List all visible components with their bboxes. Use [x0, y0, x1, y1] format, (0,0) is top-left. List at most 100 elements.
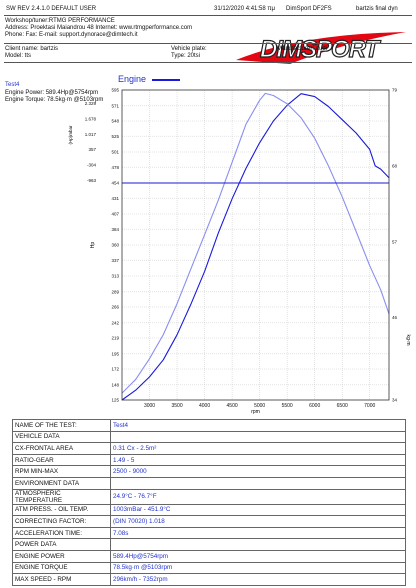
- row-value: 24.9°C - 76.7°F: [110, 488, 406, 505]
- row-key: RATIO-GEAR: [12, 453, 111, 467]
- row-key: POWER DATA: [12, 538, 111, 551]
- y-tick-label: 525: [111, 134, 119, 139]
- client-model: Model: tts: [5, 53, 32, 59]
- y-top-tick-label: 357: [88, 147, 96, 152]
- x-tick-label: 3500: [171, 403, 182, 409]
- row-value: Test4: [110, 419, 406, 432]
- engine-torque-line: [121, 92, 390, 394]
- report-datetime: 31/12/2020 4:41:58 πμ: [214, 6, 275, 12]
- workshop-line: Workshop/tuner:RTMG PERFORMANCE: [5, 18, 115, 24]
- y-top-tick-label: 1.678: [85, 116, 97, 121]
- divider: [4, 62, 412, 63]
- y-tick-label: 431: [111, 196, 119, 201]
- x-tick-label: 6000: [309, 403, 320, 409]
- logo-swoosh: [236, 32, 406, 64]
- manufacturer: Manufacturer: audi: [277, 46, 328, 52]
- table-row: NAME OF THE TEST: Test4: [12, 419, 406, 432]
- file-name: bartzis final dyn: [356, 6, 398, 12]
- row-value: 0.31 Cx - 2.5m²: [110, 442, 406, 455]
- y-top-tick-label: 2.329: [85, 101, 97, 106]
- y-tick-label: 384: [111, 227, 119, 232]
- table-row: ENGINE POWER 589.4Hp@5754rpm: [12, 549, 406, 563]
- table-row: ENVIRONMENT DATA: [12, 476, 406, 490]
- y-tick-label: 337: [111, 258, 119, 263]
- x-tick-label: 5000: [254, 403, 265, 409]
- x-tick-label: 4500: [227, 403, 238, 409]
- y-tick-label: 195: [111, 352, 119, 357]
- row-key: ENVIRONMENT DATA: [12, 476, 111, 490]
- client-name: Client name: bartzis: [5, 46, 59, 52]
- y-tick-label: 148: [111, 383, 119, 388]
- row-value: [110, 538, 406, 551]
- vehicle-type: Type: 20tsi: [171, 53, 201, 59]
- chart-grid: [122, 89, 389, 401]
- row-key: VEHICLE DATA: [12, 430, 111, 444]
- engine-power-line: [121, 93, 390, 401]
- row-key: CORRECTING FACTOR:: [12, 515, 111, 528]
- y-top-tick-label: 1.017: [85, 132, 97, 137]
- row-key: MAX SPEED - RPM: [12, 573, 111, 586]
- row-value: 296km/h - 7352rpm: [110, 573, 406, 586]
- row-key: ACCELERATION TIME:: [12, 526, 111, 540]
- y-top-tick-label: -963: [87, 178, 97, 183]
- y-tick-label: 595: [111, 88, 119, 93]
- plot-frame: [121, 89, 390, 401]
- y-tick-label: 548: [111, 119, 119, 124]
- x-tick-label: 4000: [199, 403, 210, 409]
- divider: [4, 15, 412, 16]
- row-value: 589.4Hp@5754rpm: [110, 549, 406, 563]
- y-tick-label: 571: [111, 104, 119, 109]
- x-tick-label: 5500: [282, 403, 293, 409]
- contact-line: Phone: Fax: E-mail: support.dynorace@dim…: [5, 32, 138, 38]
- row-key: ATMOSPHERIC TEMPERATURE: [12, 488, 111, 505]
- device-name: DimSport DF2FS: [286, 6, 332, 12]
- table-row: ATMOSPHERIC TEMPERATURE 24.9°C - 76.7°F: [12, 488, 406, 505]
- y-tick-label: 501: [111, 150, 119, 155]
- x-axis-label: rpm: [251, 409, 260, 415]
- chart-ticks: 3000 3500 4000 4500 5000 5500 6000 6500 7000 125 1…: [85, 88, 398, 409]
- table-row: VEHICLE DATA: [12, 430, 406, 444]
- table-row: CX-FRONTAL AREA 0.31 Cx - 2.5m²: [12, 442, 406, 455]
- y-tick-label: 242: [111, 321, 119, 326]
- y-tick-label: 219: [111, 336, 119, 341]
- table-row: RPM MIN-MAX 2500 - 9000: [12, 465, 406, 478]
- y-right-tick-label: 34: [392, 398, 398, 403]
- y-tick-label: 478: [111, 165, 119, 170]
- y-right-tick-label: 79: [392, 88, 398, 93]
- table-row: RATIO-GEAR 1.49 - 5: [12, 453, 406, 467]
- y-tick-label: 266: [111, 305, 119, 310]
- row-value: (DIN 70020) 1.018: [110, 515, 406, 528]
- row-value: 1003mBar - 451.9°C: [110, 503, 406, 517]
- row-key: CX-FRONTAL AREA: [12, 442, 111, 455]
- y-right-tick-label: 46: [392, 315, 398, 320]
- x-tick-label: 6500: [337, 403, 348, 409]
- dimsport-logo: DIMSPORT: [236, 32, 406, 64]
- y-tick-label: 454: [111, 181, 119, 186]
- y-top-tick-label: -304: [87, 163, 97, 168]
- legend-engine-swatch: [152, 79, 180, 81]
- y-tick-label: 125: [111, 398, 119, 403]
- sw-version: SW REV 2.4.1.0 DEFAULT USER: [6, 6, 97, 12]
- y-tick-label: 289: [111, 290, 119, 295]
- table-row: ATM PRESS. - OIL TEMP. 1003mBar - 451.9°C: [12, 503, 406, 517]
- y-right-tick-label: 68: [392, 163, 398, 168]
- dyno-chart: 3000 3500 4000 4500 5000 5500 6000 6500 7000 125 1…: [68, 88, 411, 415]
- legend-power: Engine Power: 589.4Hp@5754rpm: [5, 90, 99, 96]
- y-tick-label: 313: [111, 274, 119, 279]
- y-tick-label: 172: [111, 367, 119, 372]
- row-value: 2500 - 9000: [110, 465, 406, 478]
- y-right-tick-label: 57: [392, 239, 398, 244]
- y-tick-label: 407: [111, 212, 119, 217]
- row-key: ENGINE POWER: [12, 549, 111, 563]
- x-tick-label: 7000: [364, 403, 375, 409]
- divider: [4, 43, 412, 44]
- row-key: ENGINE TORQUE: [12, 561, 111, 575]
- row-value: 7.08s: [110, 526, 406, 540]
- row-value: 1.49 - 5: [110, 453, 406, 467]
- address-line: Address: Proektasi Maiandrou 48 Internet…: [5, 25, 193, 31]
- y-axis-label: Hp: [90, 242, 96, 249]
- y-axis-label-top: (Hp)mbar: [68, 125, 73, 145]
- table-row: POWER DATA: [12, 538, 406, 551]
- legend-torque: Engine Torque: 78.5kg·m @5103rpm: [5, 97, 104, 103]
- vehicle-plate: Vehicle plate:: [171, 46, 207, 52]
